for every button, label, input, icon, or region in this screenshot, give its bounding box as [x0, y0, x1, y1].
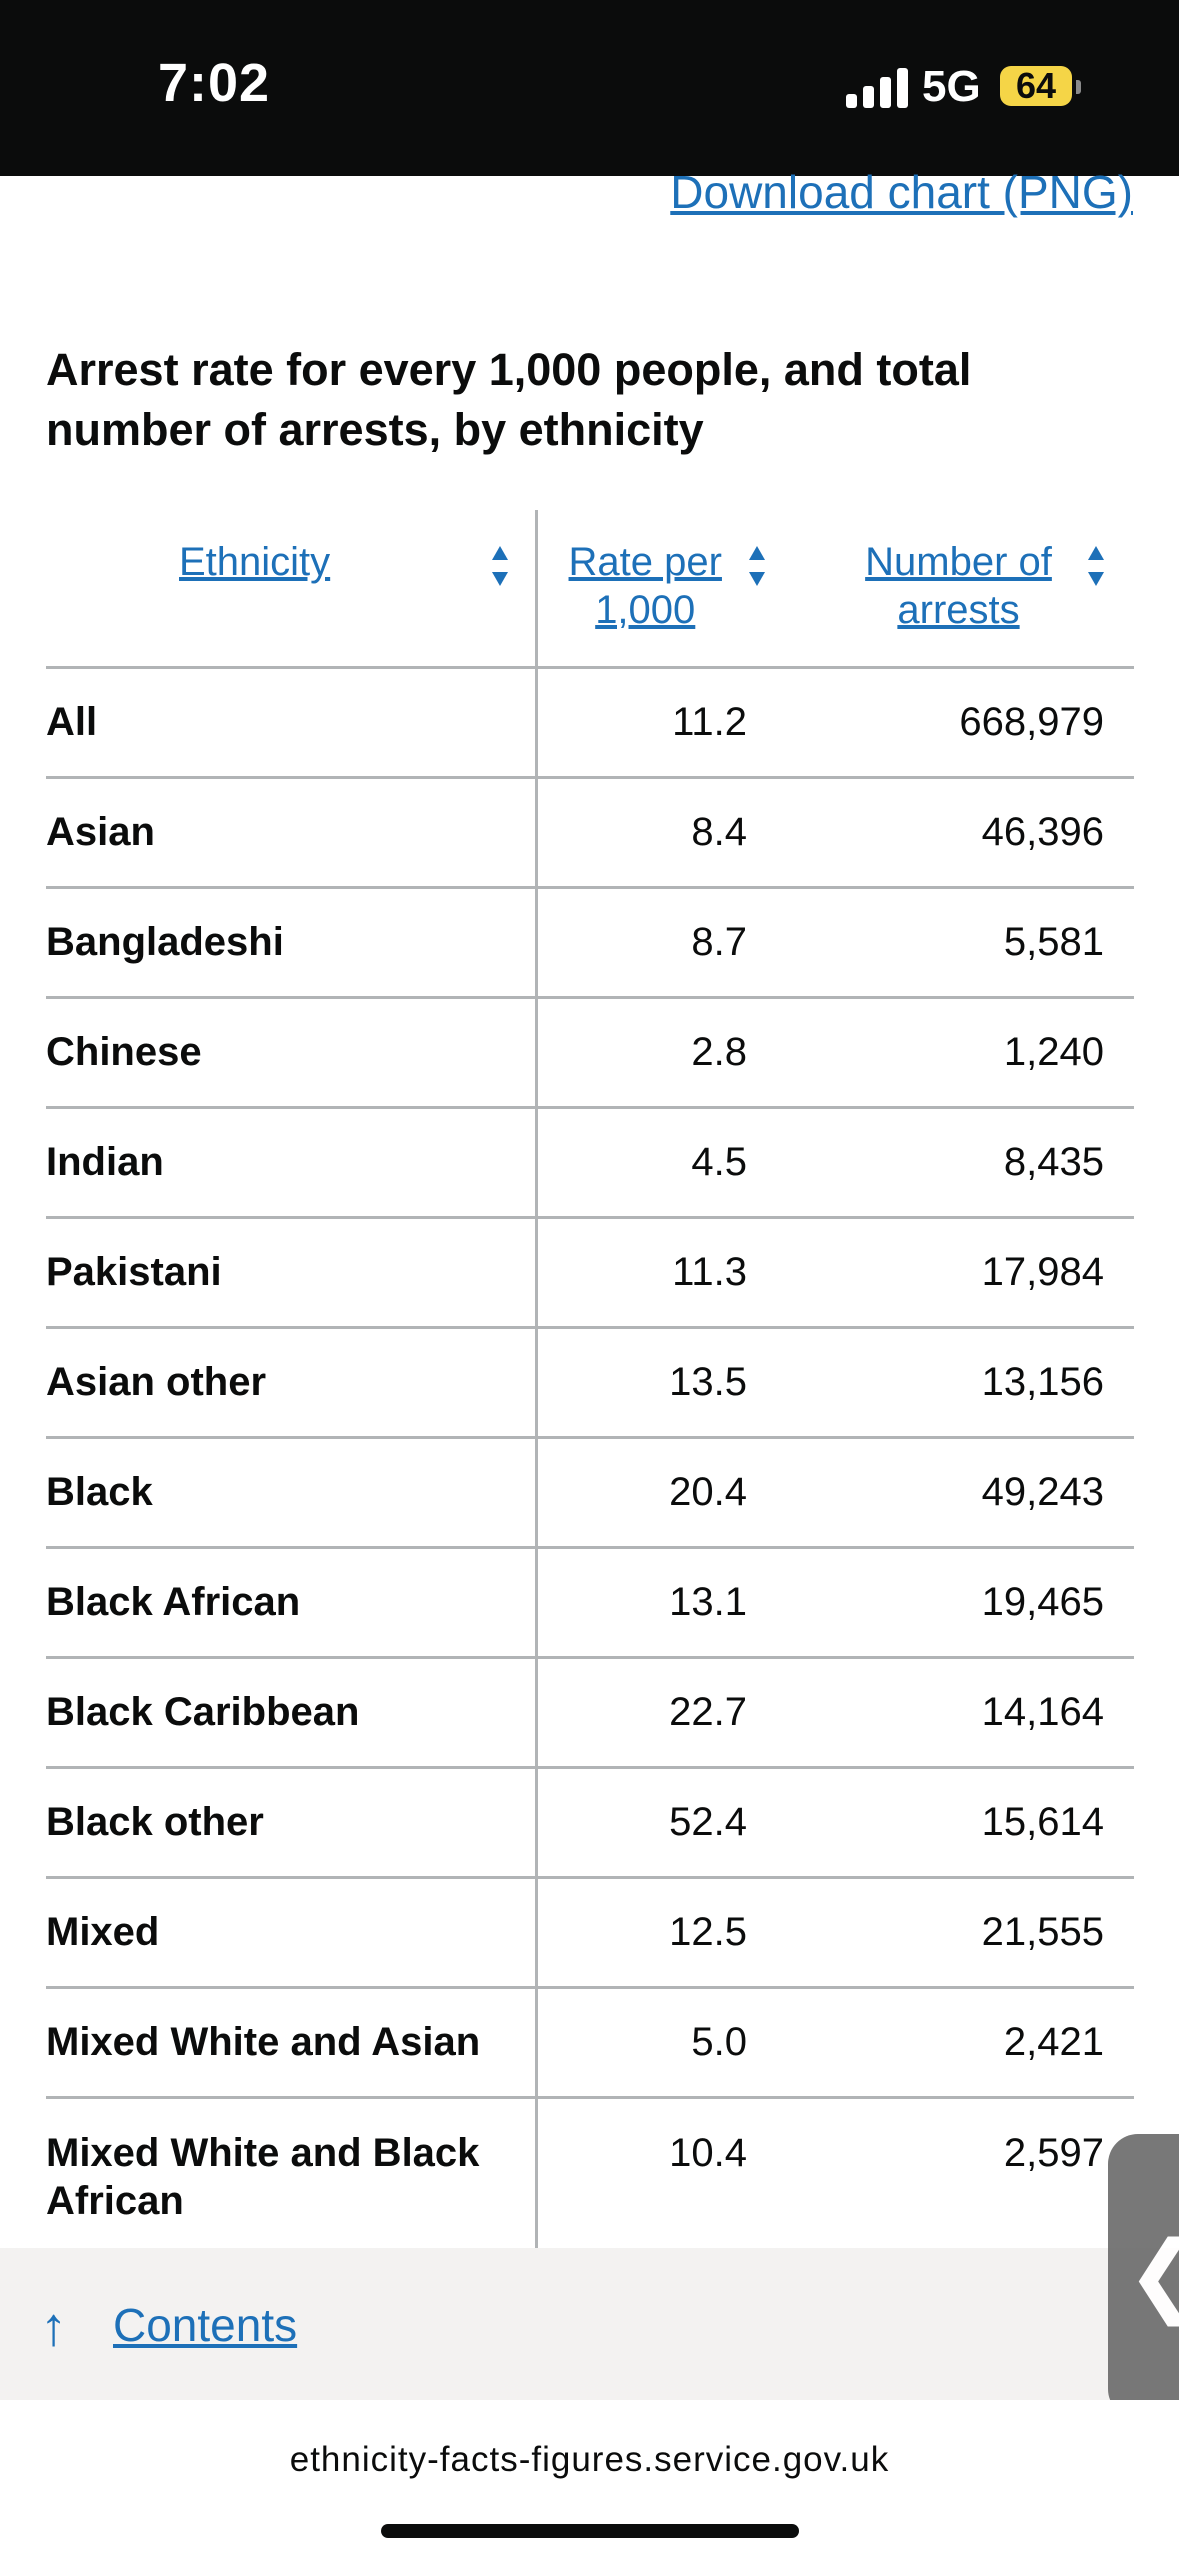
table-title: Arrest rate for every 1,000 people, and … [46, 344, 972, 455]
rate-cell: 8.7 [534, 887, 791, 999]
rate-cell: 2.8 [534, 997, 791, 1109]
table-row: Chinese 2.8 1,240 [46, 997, 1134, 1109]
arrests-cell: 2,421 [791, 1987, 1134, 2099]
rate-cell: 5.0 [534, 1987, 791, 2099]
table-row: Black Caribbean 22.7 14,164 [46, 1657, 1134, 1769]
ethnicity-cell: Black African [46, 1547, 536, 1659]
battery-icon: 64 [1000, 66, 1072, 106]
rate-cell: 4.5 [534, 1107, 791, 1219]
ethnicity-cell: Mixed White and Black African [46, 2131, 480, 2223]
ethnicity-cell: Asian other [46, 1327, 536, 1439]
table-row: Black 20.4 49,243 [46, 1437, 1134, 1549]
rate-cell: 52.4 [534, 1767, 791, 1879]
arrests-cell: 21,555 [791, 1877, 1134, 1989]
back-swipe-handle[interactable]: ❮ [1108, 2134, 1179, 2419]
signal-strength-icon [846, 68, 908, 108]
contents-link[interactable]: Contents [113, 2299, 298, 2351]
table-row: Mixed White and Asian 5.0 2,421 [46, 1987, 1134, 2099]
ethnicity-cell: Black [46, 1437, 536, 1549]
table-row: Bangladeshi 8.7 5,581 [46, 887, 1134, 999]
rate-cell: 22.7 [534, 1657, 791, 1769]
ethnicity-cell: Black Caribbean [46, 1657, 536, 1769]
rate-cell: 11.3 [534, 1217, 791, 1329]
network-type: 5G [922, 62, 981, 111]
rate-cell: 13.1 [534, 1547, 791, 1659]
arrests-cell: 1,240 [791, 997, 1134, 1109]
status-time: 7:02 [158, 53, 271, 113]
table-row: Pakistani 11.3 17,984 [46, 1217, 1134, 1329]
arrests-cell: 5,581 [791, 887, 1134, 999]
sort-by-ethnicity-header[interactable]: Ethnicity [46, 510, 536, 669]
table-row: Asian 8.4 46,396 [46, 777, 1134, 889]
header-rate-label[interactable]: Rate per 1,000 [568, 540, 722, 632]
table-row: Mixed 12.5 21,555 [46, 1877, 1134, 1989]
arrests-cell: 46,396 [791, 777, 1134, 889]
arrests-cell: 17,984 [791, 1217, 1134, 1329]
chevron-left-icon: ❮ [1126, 2222, 1179, 2327]
rate-cell: 20.4 [534, 1437, 791, 1549]
home-indicator[interactable] [381, 2524, 799, 2538]
status-bar: 7:02 5G 64 [0, 0, 1179, 176]
rate-cell: 13.5 [534, 1327, 791, 1439]
ethnicity-cell: Pakistani [46, 1217, 536, 1329]
ethnicity-cell: Asian [46, 777, 536, 889]
arrests-cell: 2,597 [1003, 2131, 1104, 2175]
ethnicity-cell: Mixed White and Asian [46, 1987, 536, 2099]
arrests-cell: 668,979 [791, 667, 1134, 779]
ethnicity-cell: Mixed [46, 1877, 536, 1989]
table-row: Asian other 13.5 13,156 [46, 1327, 1134, 1439]
sort-arrows-icon[interactable] [1088, 546, 1104, 586]
ethnicity-cell: All [46, 667, 536, 779]
header-ethnicity-label[interactable]: Ethnicity [179, 540, 331, 584]
arrest-rate-table: Ethnicity Rate per 1,000 Number of arres… [46, 510, 1134, 2249]
arrests-cell: 15,614 [791, 1767, 1134, 1879]
arrests-cell: 14,164 [791, 1657, 1134, 1769]
rate-cell: 12.5 [534, 1877, 791, 1989]
sort-by-rate-header[interactable]: Rate per 1,000 [534, 510, 791, 669]
table-row: Black other 52.4 15,614 [46, 1767, 1134, 1879]
arrests-cell: 19,465 [791, 1547, 1134, 1659]
table-header-row: Ethnicity Rate per 1,000 Number of arres… [46, 510, 1134, 669]
ethnicity-cell: Chinese [46, 997, 536, 1109]
download-chart-link[interactable]: Download chart (PNG) [670, 166, 1133, 218]
table-row: Black African 13.1 19,465 [46, 1547, 1134, 1659]
ethnicity-cell: Black other [46, 1767, 536, 1879]
sort-arrows-icon[interactable] [492, 546, 508, 586]
table-row: All 11.2 668,979 [46, 667, 1134, 779]
browser-footer: ethnicity-facts-figures.service.gov.uk [0, 2400, 1179, 2556]
contents-bar: ↑ Contents [0, 2248, 1179, 2402]
ethnicity-cell: Indian [46, 1107, 536, 1219]
arrow-up-icon[interactable]: ↑ [40, 2297, 67, 2357]
ethnicity-cell: Bangladeshi [46, 887, 536, 999]
battery-level: 64 [1015, 65, 1057, 106]
sort-arrows-icon[interactable] [749, 546, 765, 586]
table-row: Indian 4.5 8,435 [46, 1107, 1134, 1219]
rate-cell: 10.4 [534, 2097, 791, 2249]
arrests-cell: 49,243 [791, 1437, 1134, 1549]
arrests-cell: 8,435 [791, 1107, 1134, 1219]
rate-cell: 8.4 [534, 777, 791, 889]
url-domain[interactable]: ethnicity-facts-figures.service.gov.uk [289, 2440, 890, 2479]
header-arrests-label[interactable]: Number of arrests [865, 540, 1052, 632]
rate-cell: 11.2 [534, 667, 791, 779]
sort-by-arrests-header[interactable]: Number of arrests [791, 510, 1134, 669]
battery-nub [1076, 80, 1081, 94]
table-row: Mixed White and Black African 10.4 2,597 [46, 2097, 1134, 2249]
arrests-cell: 13,156 [791, 1327, 1134, 1439]
